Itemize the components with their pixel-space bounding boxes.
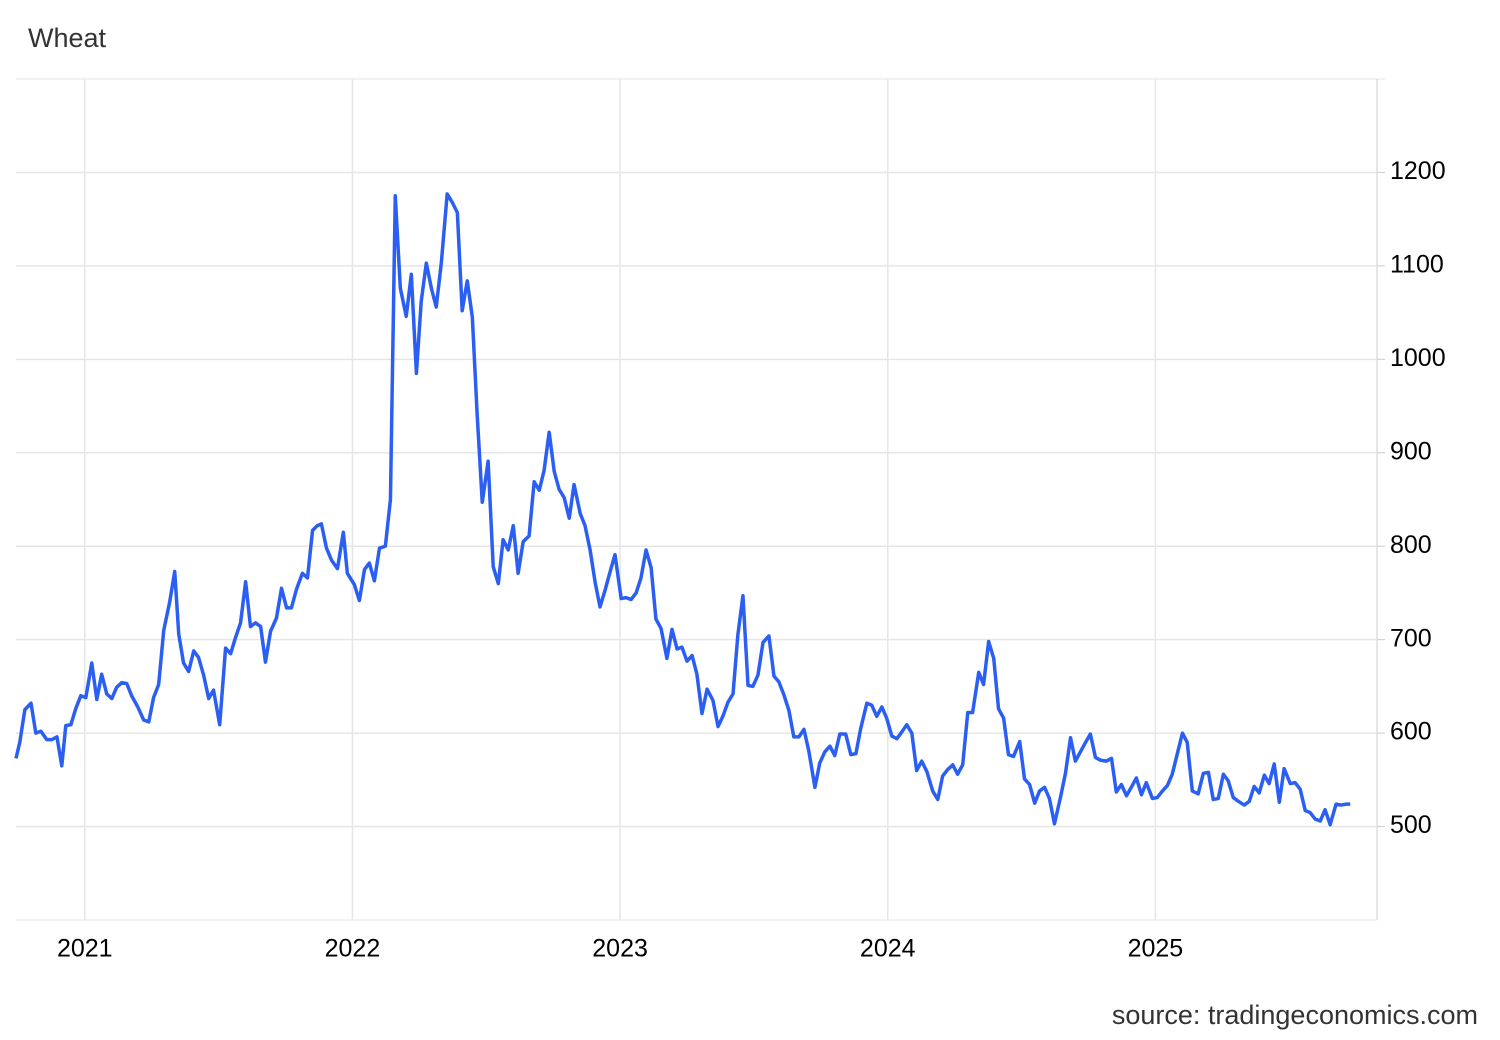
chart-title: Wheat: [28, 23, 107, 53]
x-tick-label: 2023: [592, 935, 648, 963]
y-tick-label: 1200: [1390, 157, 1446, 185]
y-tick-label: 700: [1390, 624, 1432, 652]
y-tick-label: 900: [1390, 437, 1432, 465]
y-tick-label: 1100: [1390, 250, 1444, 278]
x-tick-label: 2021: [57, 935, 113, 963]
y-tick-label: 500: [1390, 811, 1432, 839]
y-tick-label: 600: [1390, 718, 1432, 746]
source-note: source: tradingeconomics.com: [1112, 1000, 1478, 1030]
y-tick-label: 800: [1390, 531, 1432, 559]
x-tick-label: 2022: [325, 935, 381, 963]
x-tick-label: 2024: [860, 935, 916, 963]
price-line: [14, 192, 1351, 827]
x-tick-label: 2025: [1128, 935, 1184, 963]
y-tick-label: 1000: [1390, 344, 1446, 372]
